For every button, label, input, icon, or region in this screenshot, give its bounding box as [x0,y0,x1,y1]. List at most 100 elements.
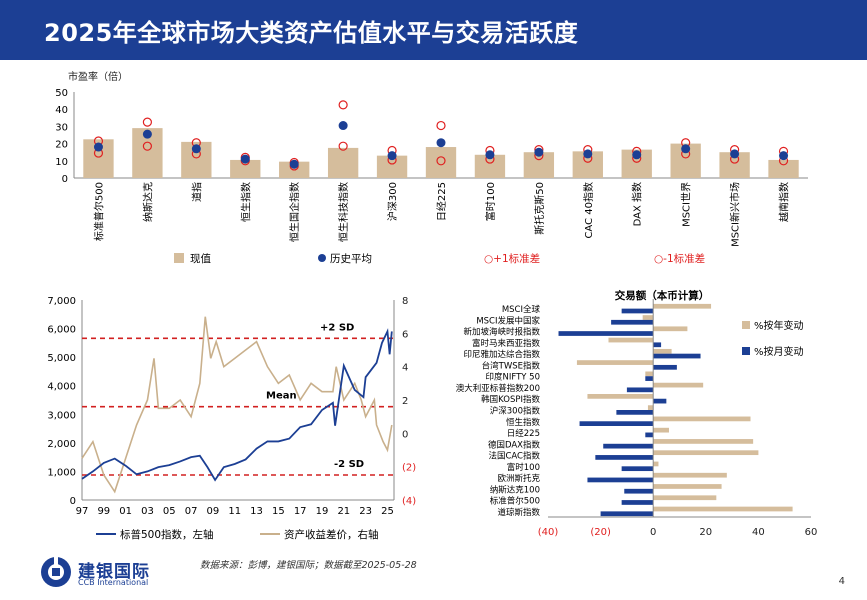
marker-hist-avg [534,147,544,157]
logo-cn-text: 建银国际 [78,562,150,582]
x-tick-label: 21 [337,506,350,517]
x-tick-label: 15 [272,506,285,517]
right-tick-label: 4 [402,363,408,374]
category-label: 德国DAX指数 [488,439,541,450]
marker-hist-avg [681,144,691,154]
left-tick-label: 0 [70,496,76,507]
bar-yoy [653,416,751,422]
x-tick-label: CAC 40指数 [582,182,595,239]
x-tick-label: DAX 指数 [631,182,644,226]
x-tick-label: 越南指数 [778,182,791,222]
x-tick-label: 富时100 [484,182,497,221]
left-tick-label: 7,000 [47,296,76,307]
x-tick-label: 道指 [190,182,203,202]
left-tick-label: 1,000 [47,467,76,478]
x-tick-label: 97 [76,506,89,517]
y-tick-label: 10 [55,157,68,168]
category-label: 印度NIFTY 50 [485,372,540,383]
bar-yoy [645,371,654,377]
marker-plus1sd [142,117,152,127]
category-label: 道琼斯指数 [497,507,540,518]
category-label: 法国CAC指数 [488,451,540,462]
bar-mom [579,421,654,426]
bar-yoy [653,461,659,467]
turnover-chart: 交易额（本币计算） MSCI全球MSCI发展中国家新加坡海峡时报指数富时马来西亚指… [456,289,818,538]
marker-hist-avg [779,151,789,161]
x-tick-label: 日经225 [435,182,448,221]
legend-swatch-current [174,253,184,263]
bar-current [376,155,408,178]
category-label: 新加坡海峡时报指数 [463,327,540,338]
x-tick-label: 25 [381,506,394,517]
legend-swatch-yoy [742,321,750,329]
bar-current [425,147,457,178]
bar-mom [645,432,654,438]
marker-hist-avg [387,151,397,161]
bar-mom [621,466,654,472]
left-tick-label: 3,000 [47,410,76,421]
right-tick-label: (2) [402,463,416,474]
category-label: 标准普尔500 [490,496,540,507]
logo-en-text: CCB International [78,578,149,587]
bar-yoy [653,484,722,489]
sp500-spread-chart: 0 1,000 2,000 3,000 4,000 5,000 6,000 7,000 (4) (… [47,296,416,541]
x-tick-label: 01 [119,506,132,517]
bar-yoy [576,360,654,365]
category-label: 富时100 [507,462,540,473]
legend-swatch-mom [742,347,750,355]
pe-valuation-chart: 市盈率（倍） 0 10 20 30 40 50 标准普尔500 纳斯达克 道指 恒生指数 恒生国企指数… [55,70,808,265]
right-tick-label: 6 [402,329,408,340]
bar-mom [587,477,654,483]
category-label: 富时马来西亚指数 [472,338,541,349]
x-tick-label: MSCI新兴市场 [729,182,742,247]
legend-label: ○-1标准差 [654,252,705,265]
x-tick-label: 03 [141,506,154,517]
bar-yoy [587,394,654,399]
bar-current [768,159,799,178]
bar-mom [653,353,701,359]
marker-minus1sd [436,156,446,166]
page-title: 2025年全球市场大类资产估值水平与交易活跃度 [44,19,579,47]
marker-hist-avg [583,149,593,159]
bar-mom [600,511,654,517]
right-tick-label: 0 [402,429,408,440]
bar-yoy [647,405,654,410]
legend-label: %按年变动 [754,319,804,332]
bar-yoy [653,450,759,456]
bar-yoy [653,439,754,444]
bar-mom [595,455,654,460]
x-tick-label: 19 [316,506,329,517]
x-tick-label: 05 [163,506,176,517]
y-tick-label: 40 [55,105,68,116]
left-tick-label: 5,000 [47,353,76,364]
bar-mom [653,364,677,370]
category-label: 印尼雅加达综合指数 [463,349,540,360]
marker-hist-avg [436,138,446,148]
left-tick-label: 4,000 [47,382,76,393]
bar-mom [624,488,654,494]
x-tick-label: 13 [250,506,263,517]
marker-hist-avg [730,149,740,159]
series-spread-line [81,316,393,494]
x-tick-label: 恒生国企指数 [288,182,301,242]
annotation-plus2sd: +2 SD [320,322,354,333]
marker-minus1sd [338,141,348,151]
marker-hist-avg [191,144,201,154]
marker-hist-avg [289,159,299,169]
category-label: 韩国KOSPI指数 [481,394,540,405]
bar-current [474,154,506,178]
marker-plus1sd [338,100,348,110]
y-tick-label: 0 [62,174,68,185]
bar-mom [645,376,654,381]
page-number: 4 [838,576,845,587]
ccbi-logo-icon [41,556,71,587]
bar-mom [653,398,667,404]
bar-mom [621,308,654,314]
x-tick-label: 斯托克斯50 [533,182,546,235]
bar-current [327,147,359,178]
x-tick-label: 恒生指数 [239,182,252,222]
chart-title: 交易额（本币计算） [615,289,710,302]
category-label: 澳大利亚标普指数200 [456,383,540,394]
bar-yoy [653,303,712,309]
bar-yoy [653,348,672,354]
